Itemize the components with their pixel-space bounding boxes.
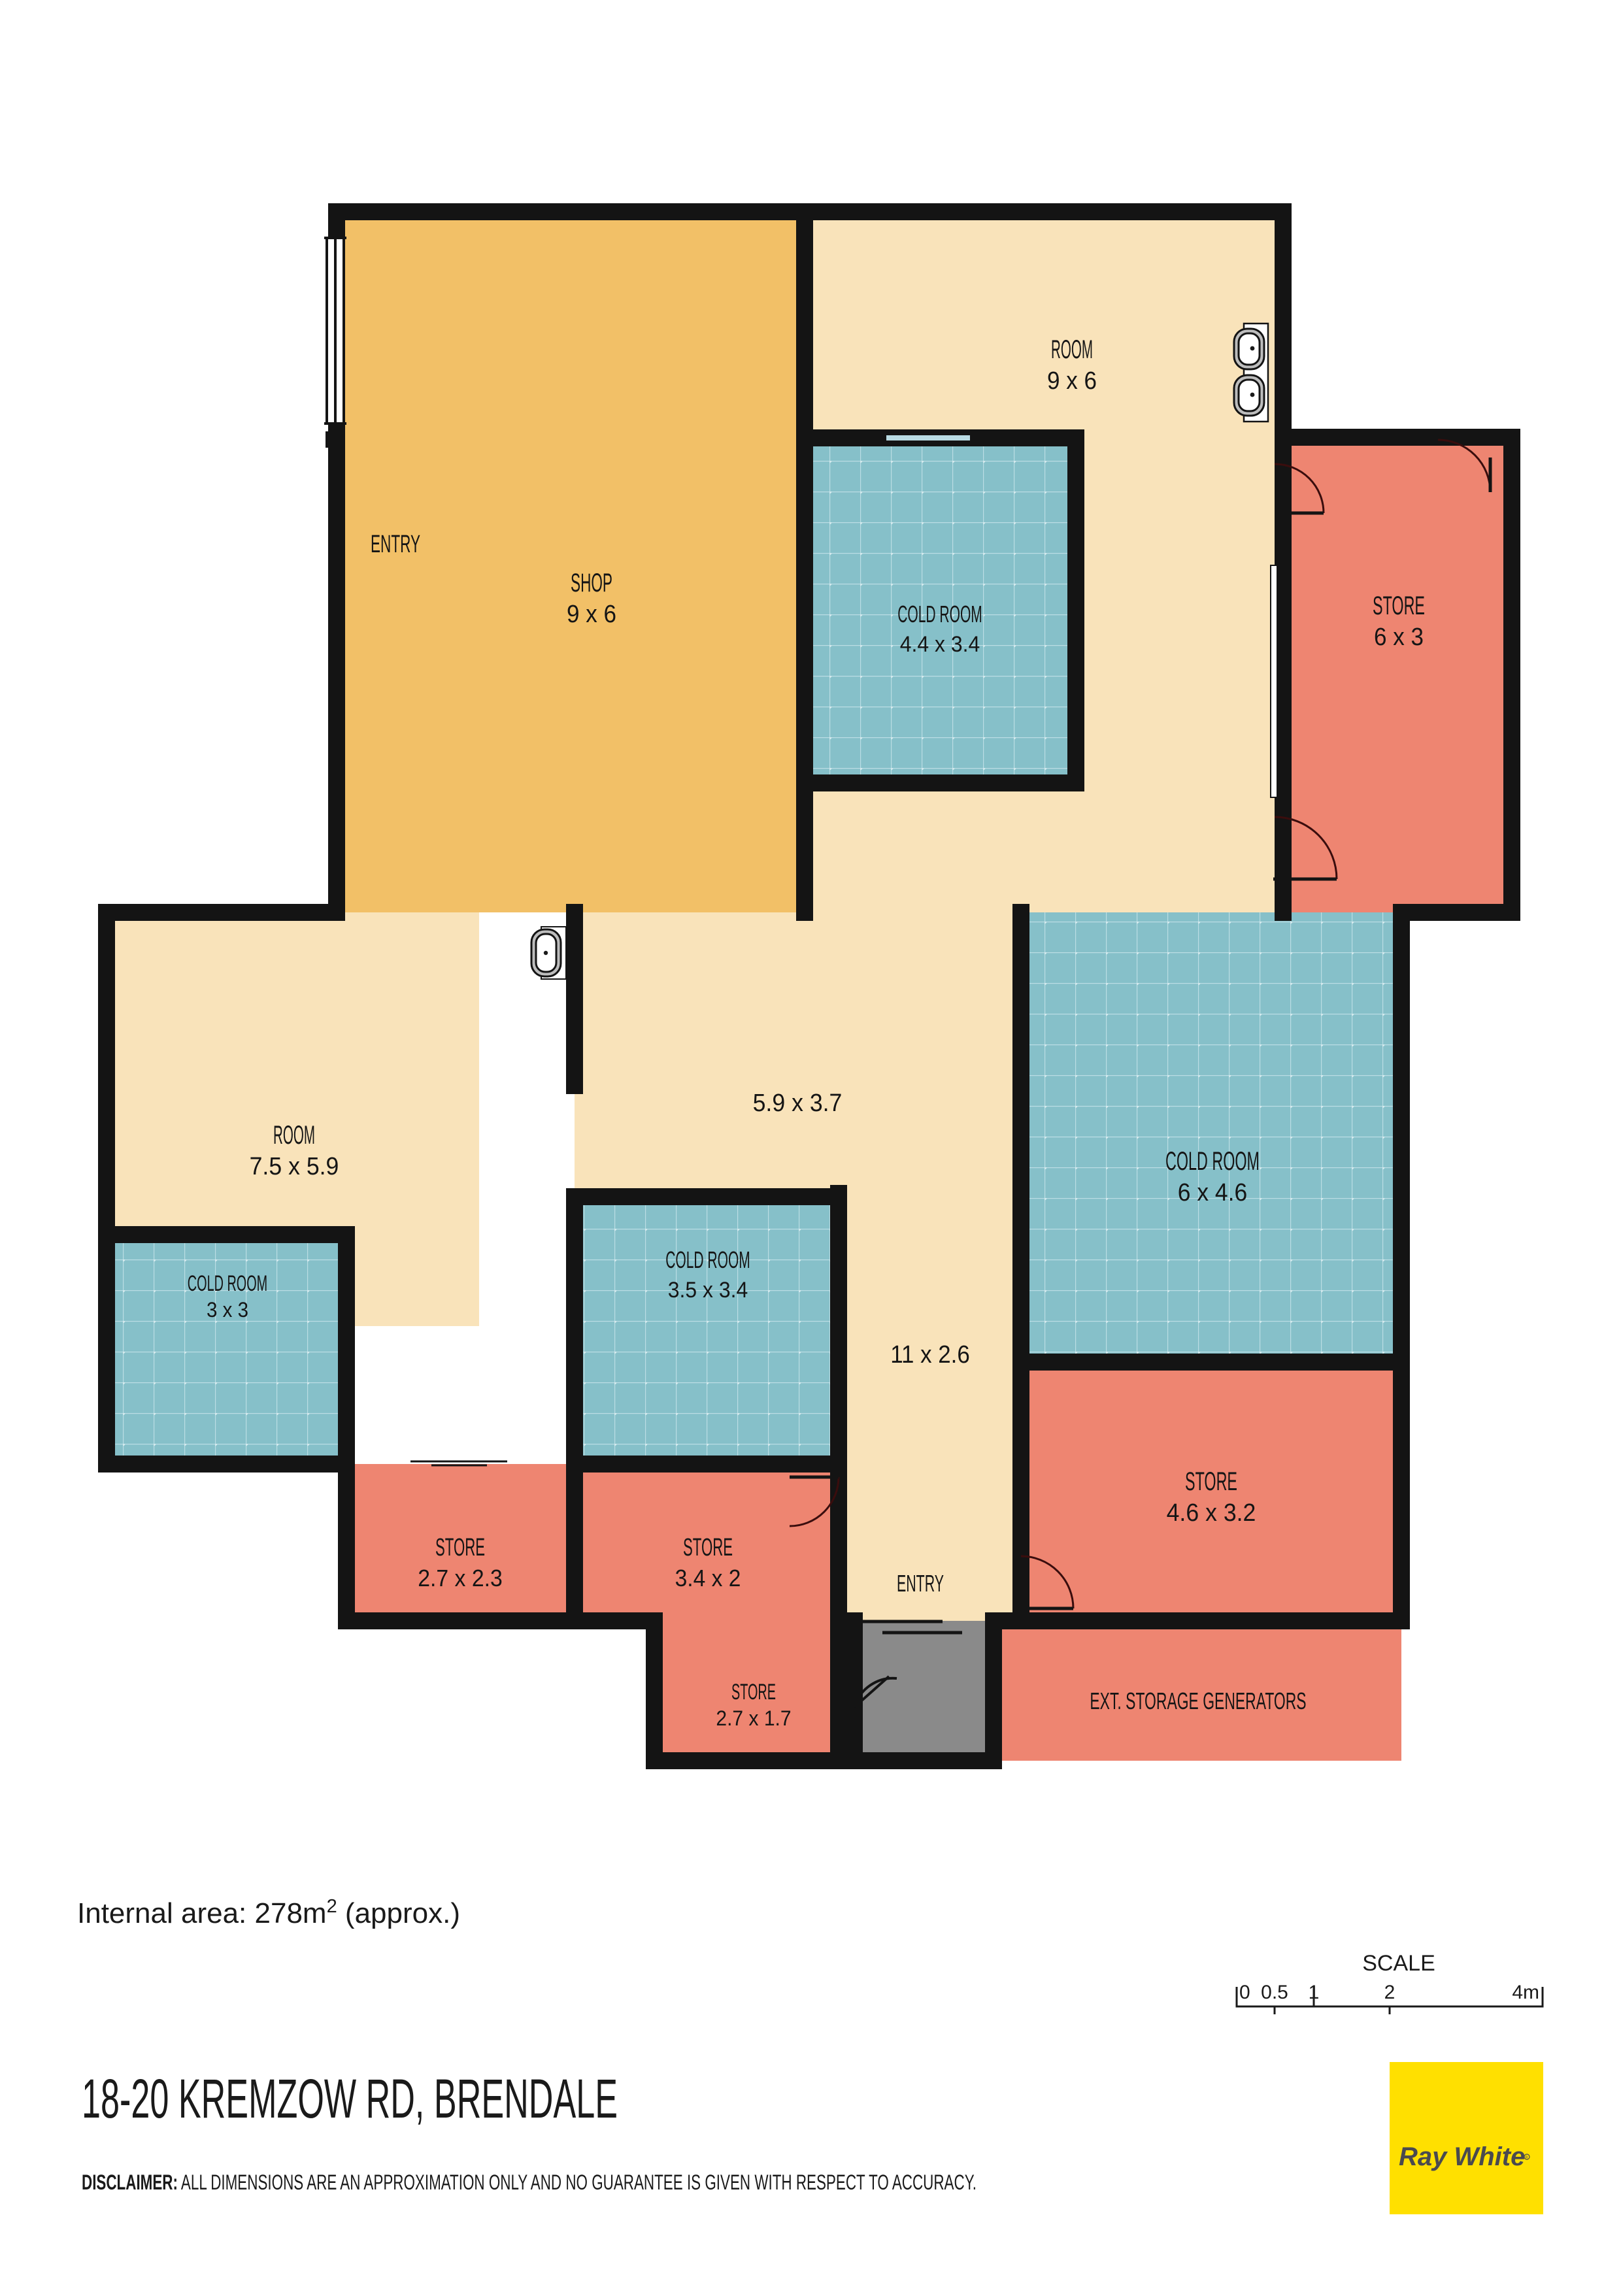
svg-text:STORE: STORE	[1185, 1467, 1237, 1496]
svg-text:Ray White: Ray White	[1399, 2142, 1525, 2171]
svg-text:2.7 x 1.7: 2.7 x 1.7	[716, 1706, 791, 1730]
svg-text:5.9 x 3.7: 5.9 x 3.7	[753, 1090, 843, 1117]
svg-text:SCALE: SCALE	[1362, 1951, 1435, 1976]
svg-text:9 x 6: 9 x 6	[567, 601, 616, 628]
svg-text:COLD ROOM: COLD ROOM	[665, 1246, 750, 1273]
svg-text:EXT. STORAGE GENERATORS: EXT. STORAGE GENERATORS	[1090, 1688, 1306, 1714]
svg-text:7.5 x 5.9: 7.5 x 5.9	[250, 1153, 339, 1180]
svg-text:STORE: STORE	[435, 1534, 485, 1561]
svg-text:DISCLAIMER: ALL DIMENSIONS ARE: DISCLAIMER: ALL DIMENSIONS ARE AN APPROX…	[82, 2171, 977, 2194]
svg-text:3 x 3: 3 x 3	[207, 1298, 248, 1322]
svg-text:4.6 x 3.2: 4.6 x 3.2	[1167, 1499, 1256, 1527]
svg-text:4m: 4m	[1512, 1982, 1539, 2003]
svg-text:ROOM: ROOM	[273, 1121, 315, 1150]
svg-text:3.5 x 3.4: 3.5 x 3.4	[668, 1278, 748, 1303]
svg-text:0.5: 0.5	[1261, 1982, 1288, 2003]
svg-text:18-20 KREMZOW RD, BRENDALE: 18-20 KREMZOW RD, BRENDALE	[82, 2068, 618, 2129]
svg-text:COLD ROOM: COLD ROOM	[897, 601, 982, 627]
svg-text:STORE: STORE	[731, 1680, 776, 1705]
svg-text:ROOM: ROOM	[1051, 335, 1093, 364]
svg-text:9 x 6: 9 x 6	[1047, 367, 1097, 395]
svg-text:COLD ROOM: COLD ROOM	[188, 1271, 267, 1296]
svg-text:0: 0	[1239, 1982, 1250, 2003]
svg-text:COLD ROOM: COLD ROOM	[1165, 1147, 1260, 1176]
svg-text:ENTRY: ENTRY	[897, 1570, 944, 1597]
svg-text:4.4 x 3.4: 4.4 x 3.4	[900, 632, 980, 657]
svg-text:STORE: STORE	[1373, 591, 1425, 620]
svg-text:6 x 3: 6 x 3	[1374, 624, 1424, 651]
svg-text:ENTRY: ENTRY	[371, 531, 420, 558]
svg-text:2: 2	[1384, 1982, 1395, 2003]
svg-text:Internal area: 278m2 (approx.): Internal area: 278m2 (approx.)	[77, 1896, 460, 1929]
svg-text:STORE: STORE	[683, 1534, 733, 1561]
svg-text:3.4 x 2: 3.4 x 2	[675, 1565, 741, 1591]
svg-text:SHOP: SHOP	[571, 569, 612, 597]
svg-text:6 x 4.6: 6 x 4.6	[1178, 1179, 1247, 1206]
svg-text:R: R	[1526, 2156, 1528, 2160]
svg-text:2.7 x 2.3: 2.7 x 2.3	[418, 1565, 503, 1591]
svg-text:11 x 2.6: 11 x 2.6	[890, 1341, 970, 1369]
